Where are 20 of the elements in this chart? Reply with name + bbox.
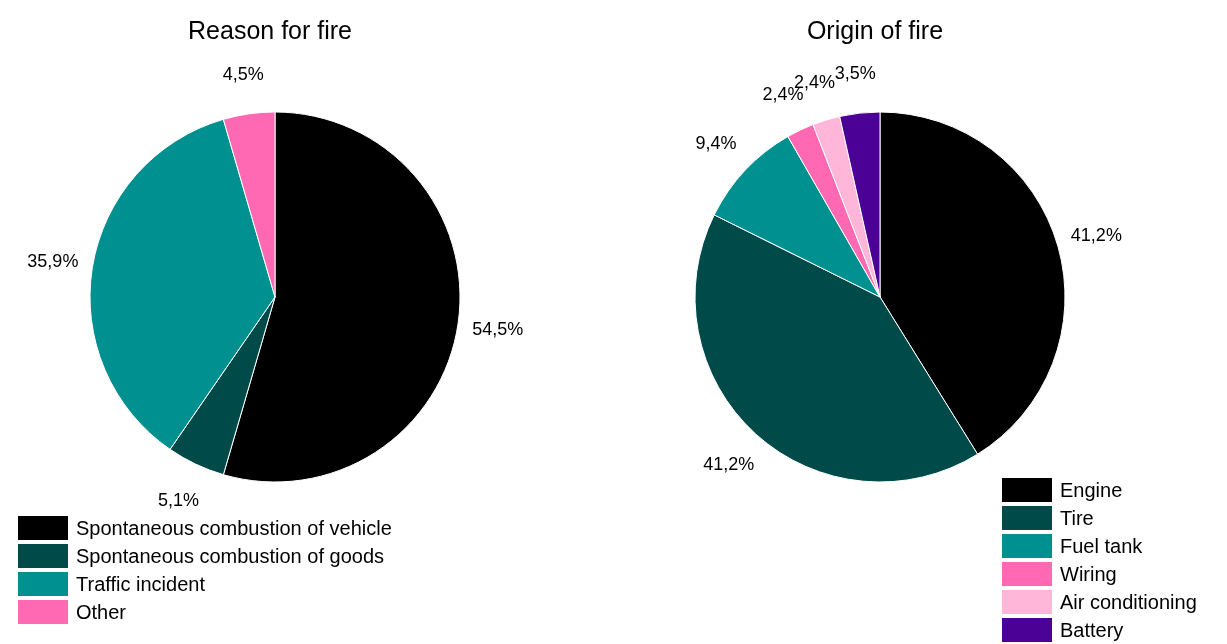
legend-label: Other — [76, 600, 127, 624]
data-label: 3,5% — [834, 63, 876, 84]
data-label: 35,9% — [27, 251, 79, 272]
legend-label: Wiring — [1060, 562, 1117, 586]
legend-label: Fuel tank — [1060, 534, 1143, 558]
legend-label: Tire — [1060, 506, 1094, 530]
legend-label: Air conditioning — [1060, 590, 1197, 614]
data-label: 54,5% — [472, 318, 524, 339]
chart-title: Origin of fire — [805, 16, 945, 45]
legend-label: Engine — [1060, 478, 1123, 502]
legend-label: Spontaneous combustion of goods — [76, 544, 384, 568]
data-label: 5,1% — [158, 490, 200, 511]
legend-label: Battery — [1060, 618, 1124, 642]
data-label: 9,4% — [695, 132, 737, 153]
data-label: 41,2% — [703, 453, 755, 474]
legend-label: Spontaneous combustion of vehicle — [76, 516, 392, 540]
legend-label: Traffic incident — [76, 572, 205, 596]
data-label: 4,5% — [222, 64, 264, 85]
chart-title: Reason for fire — [187, 16, 353, 45]
data-label: 41,2% — [1070, 225, 1122, 246]
